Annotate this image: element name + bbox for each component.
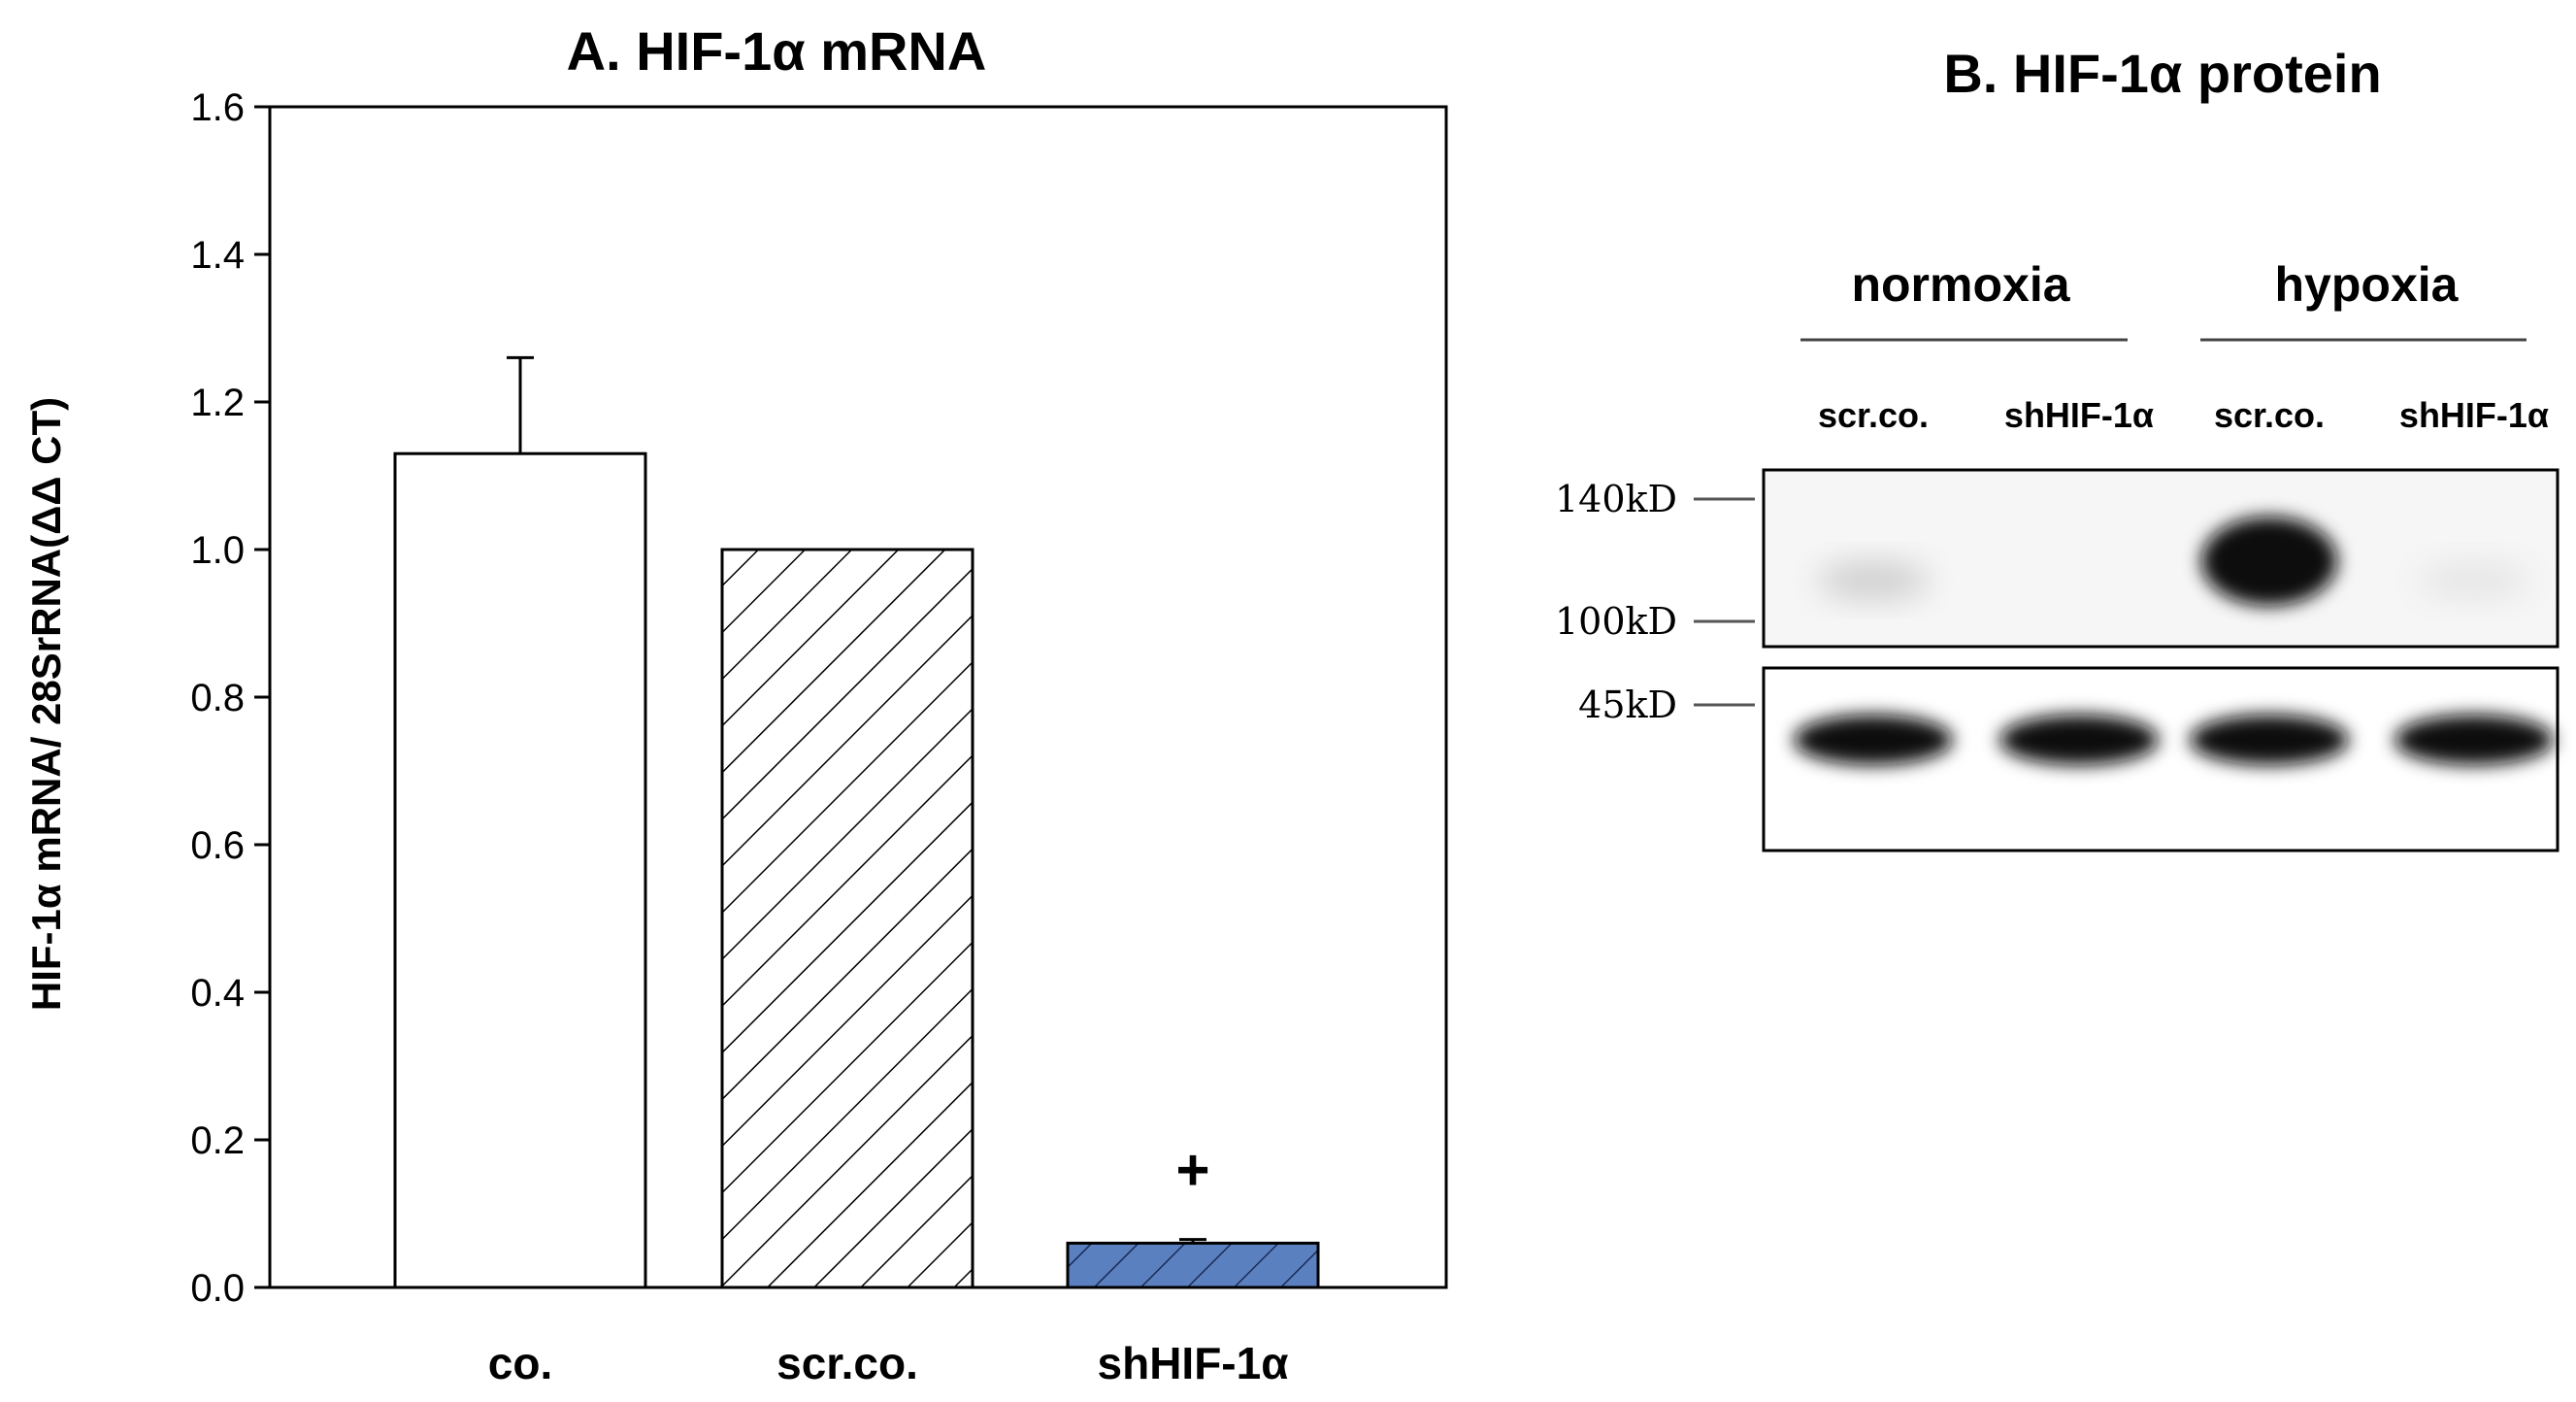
hif-band: [1817, 561, 1930, 600]
bar-chart-title: A. HIF-1α mRNA: [567, 20, 987, 82]
hif-band: [2418, 561, 2530, 600]
loading-band: [2394, 715, 2554, 765]
loading-band: [2190, 715, 2349, 765]
blot-title: B. HIF-1α protein: [1943, 43, 2381, 104]
significance-marker: +: [1175, 1137, 1209, 1202]
bar-shHIF-1α: [1066, 1241, 1320, 1289]
y-tick-label: 1.2: [190, 382, 245, 424]
x-axis: co. scr.co. shHIF-1α: [488, 1338, 1289, 1388]
y-tick-label: 0.8: [190, 677, 245, 719]
bar-scr.co.: [720, 548, 974, 1289]
y-axis: 0.0 0.2 0.4 0.6 0.8 1.0 1.2 1.4 1.6: [190, 86, 270, 1310]
y-tick-label: 1.6: [190, 86, 245, 129]
y-axis-label: HIF-1α mRNA/ 28SrRNA(ΔΔ CT): [23, 397, 69, 1011]
lane-label: shHIF-1α: [2004, 395, 2154, 435]
y-tick-label: 0.4: [190, 972, 245, 1015]
y-tick-label: 0.2: [190, 1119, 245, 1162]
y-tick-label: 1.0: [190, 529, 245, 572]
mw-marker-label: 140kD: [1555, 478, 1677, 520]
x-tick-label: scr.co.: [776, 1338, 918, 1388]
mw-marker-label: 45kD: [1578, 684, 1677, 726]
bar-co.: [393, 451, 647, 1289]
hif-band: [2201, 517, 2337, 606]
lane-label: scr.co.: [1818, 395, 1929, 435]
x-tick-label: co.: [488, 1338, 552, 1388]
loading-band: [1794, 715, 1953, 765]
plot-frame: [268, 105, 1448, 1289]
blot-hif-panel: [1762, 468, 2559, 649]
x-tick-label: shHIF-1α: [1098, 1338, 1289, 1388]
loading-band: [1999, 715, 2159, 765]
bars: +: [393, 355, 1320, 1289]
y-tick-label: 0.0: [190, 1267, 245, 1310]
y-tick-label: 1.4: [190, 234, 245, 277]
lane-label: shHIF-1α: [2399, 395, 2549, 435]
mw-marker-label: 100kD: [1555, 600, 1677, 643]
group-label: hypoxia: [2275, 257, 2460, 312]
western-blot: normoxia hypoxia scr.co. shHIF-1α scr.co. shH…: [1555, 257, 2559, 852]
lane-label: scr.co.: [2214, 395, 2325, 435]
group-label: normoxia: [1851, 257, 2070, 312]
y-tick-label: 0.6: [190, 824, 245, 867]
